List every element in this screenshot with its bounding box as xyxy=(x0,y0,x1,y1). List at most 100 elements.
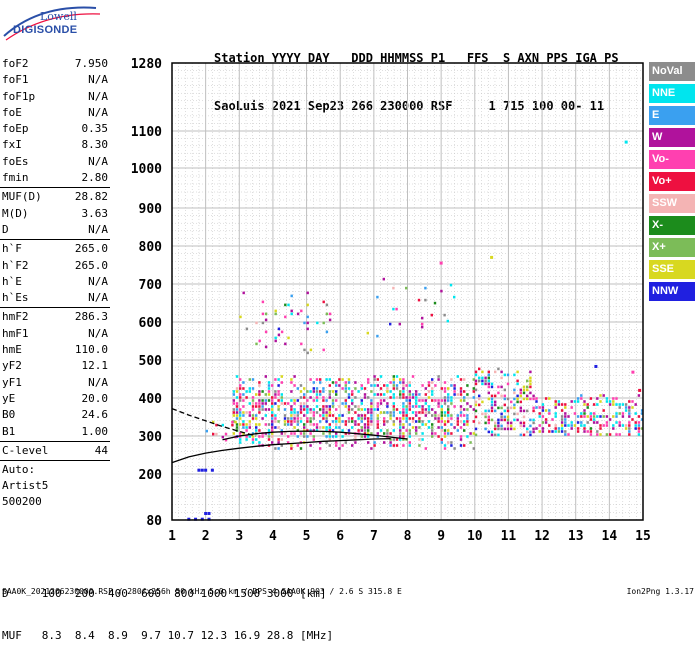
echo-point xyxy=(293,417,296,420)
echo-point xyxy=(280,444,283,447)
echo-point xyxy=(443,429,447,432)
echo-point xyxy=(466,393,469,396)
echo-point xyxy=(424,414,427,417)
echo-point xyxy=(251,438,255,441)
echo-point xyxy=(258,399,261,402)
echo-point xyxy=(466,435,469,438)
echo-point xyxy=(283,417,287,420)
echo-point xyxy=(363,387,367,390)
echo-point xyxy=(376,384,379,387)
echo-point xyxy=(637,421,641,424)
echo-point xyxy=(427,420,431,423)
echo-point xyxy=(376,423,379,426)
echo-point xyxy=(360,387,363,390)
echo-point xyxy=(402,408,405,411)
echo-point xyxy=(580,412,583,415)
x-tick-label: 3 xyxy=(235,529,243,544)
echo-point xyxy=(248,387,251,390)
param-row-b0: B0 24.6 xyxy=(0,407,112,423)
echo-point xyxy=(494,400,497,404)
echo-point xyxy=(271,429,274,432)
echo-point xyxy=(395,384,399,387)
param-label: hmE xyxy=(2,343,22,357)
echo-point xyxy=(328,444,331,447)
echo-point xyxy=(204,511,208,515)
echo-point xyxy=(548,412,551,415)
echo-point xyxy=(399,378,402,381)
param-row-yf2: yF2 12.1 xyxy=(0,358,112,374)
echo-point xyxy=(280,438,283,441)
echo-point xyxy=(497,367,500,371)
echo-point xyxy=(274,402,277,405)
echo-point xyxy=(466,414,469,417)
echo-point xyxy=(395,417,399,420)
echo-point xyxy=(331,420,335,423)
echo-point xyxy=(277,390,280,393)
echo-point xyxy=(373,441,376,444)
echo-point xyxy=(494,409,497,413)
echo-point xyxy=(443,435,447,438)
echo-point xyxy=(344,390,347,393)
param-value: 3.63 xyxy=(81,206,109,220)
echo-point xyxy=(299,390,303,393)
echo-point xyxy=(341,420,344,423)
echo-point xyxy=(570,406,573,409)
echo-point xyxy=(370,414,373,417)
echo-point xyxy=(303,396,306,399)
echo-point xyxy=(443,423,447,426)
echo-point xyxy=(640,409,644,412)
echo-point xyxy=(490,400,494,404)
echo-point xyxy=(315,378,319,381)
echo-point xyxy=(367,426,370,429)
echo-point xyxy=(344,381,347,384)
echo-point xyxy=(370,447,373,450)
echo-point xyxy=(370,390,373,393)
echo-point xyxy=(351,402,354,405)
echo-point xyxy=(586,415,589,418)
echo-point xyxy=(392,286,395,290)
echo-point xyxy=(564,418,567,421)
echo-point xyxy=(538,430,541,433)
echo-point xyxy=(408,405,411,408)
echo-point xyxy=(510,421,513,425)
echo-point xyxy=(248,423,251,426)
echo-point xyxy=(344,402,347,405)
echo-point xyxy=(532,406,535,410)
param-label: B0 xyxy=(2,408,16,422)
echo-point xyxy=(306,420,309,423)
echo-point xyxy=(296,420,299,423)
echo-point xyxy=(503,403,506,407)
echo-point xyxy=(529,391,532,395)
echo-point xyxy=(383,384,386,387)
echo-point xyxy=(500,415,503,419)
echo-point xyxy=(363,414,367,417)
echo-point xyxy=(628,427,631,430)
echo-point xyxy=(443,396,447,399)
echo-point xyxy=(258,423,261,426)
echo-point xyxy=(437,414,440,417)
echo-point xyxy=(299,384,303,387)
echo-point xyxy=(440,426,443,429)
echo-point xyxy=(335,420,338,423)
echo-point xyxy=(421,399,424,402)
echo-point xyxy=(360,429,363,432)
echo-point xyxy=(367,417,370,420)
echo-point xyxy=(526,385,529,389)
echo-point xyxy=(386,411,389,414)
echo-point xyxy=(347,429,351,432)
echo-point xyxy=(235,426,239,429)
echo-point xyxy=(309,432,312,435)
echo-point xyxy=(615,433,618,436)
echo-point xyxy=(264,345,268,349)
echo-point xyxy=(392,408,395,411)
echo-point xyxy=(316,321,319,325)
echo-point xyxy=(447,396,450,399)
echo-point xyxy=(640,412,644,415)
echo-point xyxy=(325,435,328,438)
echo-point xyxy=(466,420,469,423)
echo-point xyxy=(379,411,383,414)
echo-point xyxy=(459,399,463,402)
echo-point xyxy=(379,429,383,432)
echo-point xyxy=(395,408,399,411)
echo-point xyxy=(315,390,319,393)
